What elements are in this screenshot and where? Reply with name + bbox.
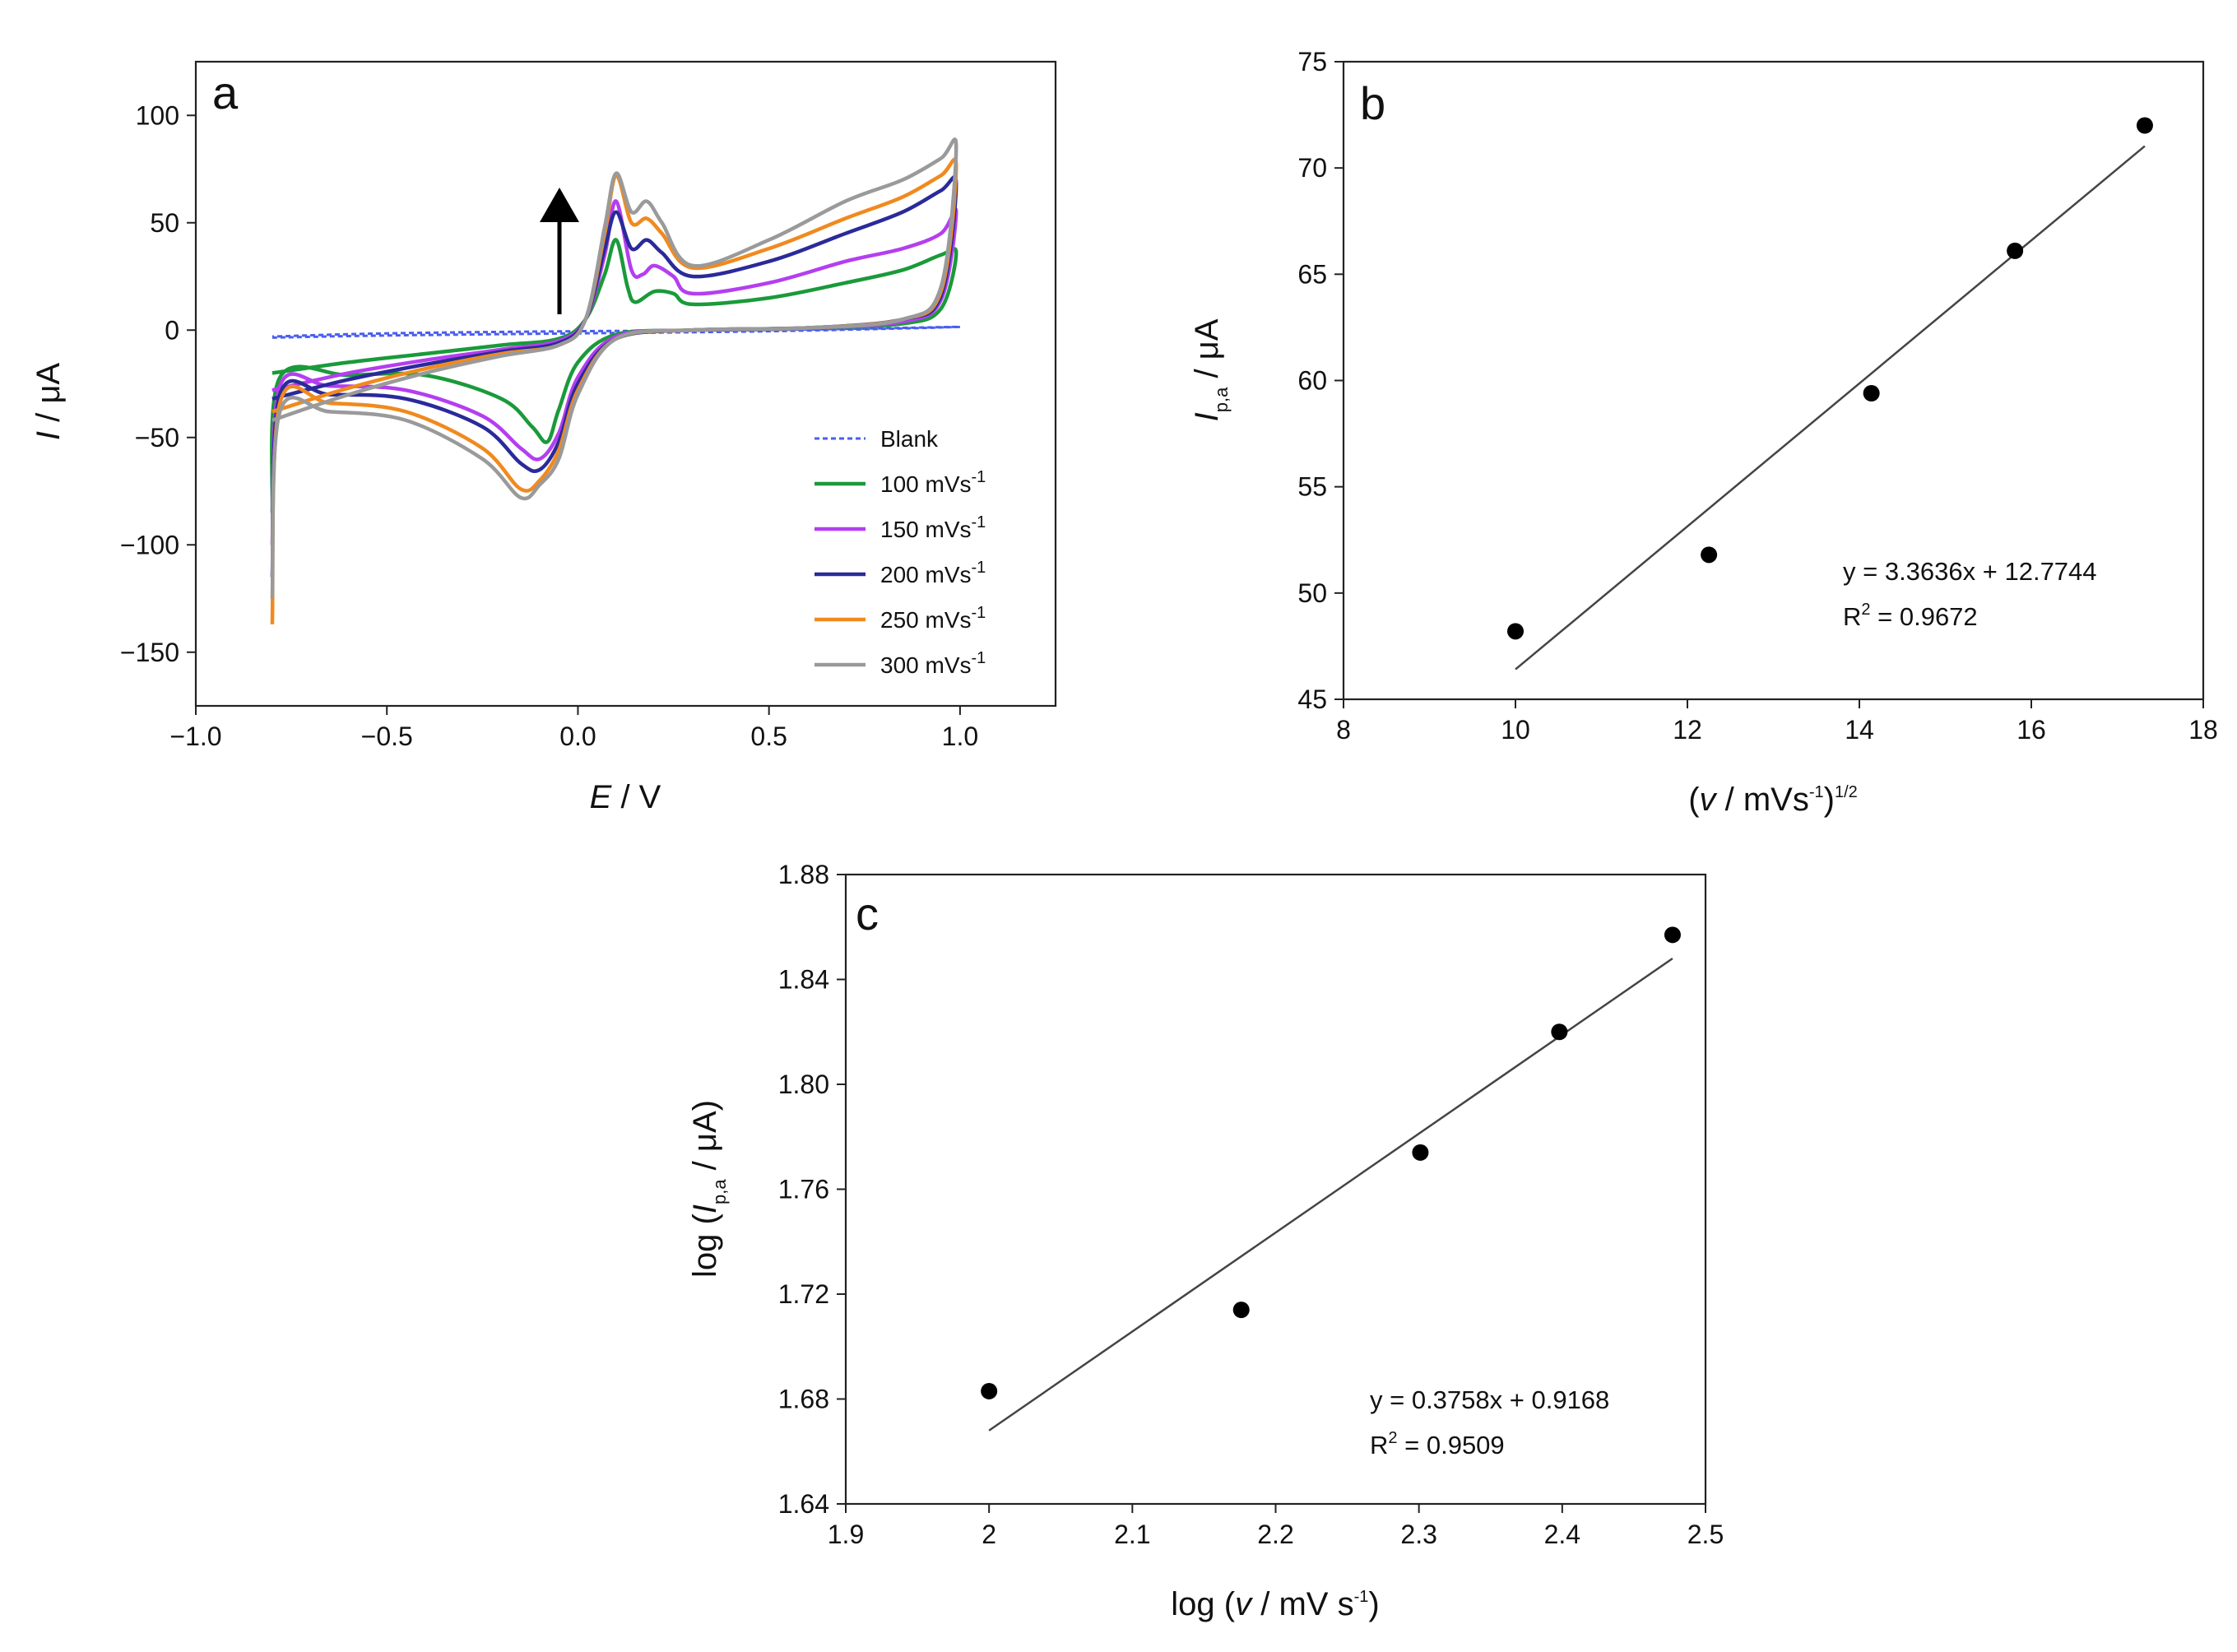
cv-curve-3 [270,174,958,578]
panel-c-xtick-label: 1.9 [828,1520,864,1549]
panel-a-xtick-label: −0.5 [361,722,413,751]
panel-c: c 1.9 2 2.1 2.2 2.3 2.4 2.5 1.64 1.68 1.72 1.76 1.8… [687,860,1724,1622]
panel-c-xtick-label: 2.1 [1114,1520,1150,1549]
panel-b-point [1863,385,1880,401]
panel-c-equation: y = 0.3758x + 0.9168 [1370,1385,1609,1414]
panel-a-ytick-label: −100 [120,530,179,559]
panel-b-ylabel: Ip,a / μA [1189,318,1232,421]
panel-b: b 8 10 12 14 16 18 45 50 55 60 65 70 75 y = 3.3636x … [1189,47,2218,818]
panel-a-ylabel: I / μA [30,363,67,441]
panel-a-xlabel: E / V [590,779,661,815]
panel-c-axes: 1.9 2 2.1 2.2 2.3 2.4 2.5 1.64 1.68 1.72 1.76 1.80 1… [778,860,1724,1549]
panel-c-ytick-label: 1.88 [778,860,829,889]
panel-a-ytick-label: 0 [165,315,179,345]
panel-b-point [1701,546,1718,564]
panel-a-xtick-label: 0.0 [559,722,596,751]
legend-label-0: Blank [880,426,939,452]
panel-a-xtick-label: −1.0 [169,722,221,751]
cv-curve-1 [270,238,958,513]
panel-b-xtick-label: 12 [1673,715,1702,745]
panel-b-fit-line [1515,145,2146,671]
legend-label-4: 250 mVs-1 [880,604,986,633]
panel-b-xtick-label: 16 [2017,715,2046,745]
panel-b-letter: b [1360,77,1385,129]
cv-curve-0 [272,325,962,339]
panel-a-ytick-label: −50 [135,423,179,452]
panel-b-ytick-label: 65 [1297,259,1327,289]
panel-b-ytick-label: 50 [1297,578,1327,608]
panel-b-xtick-label: 10 [1501,715,1530,745]
panel-c-xlabel: log (v / mV s-1) [1171,1586,1379,1622]
panel-b-ytick-label: 70 [1297,153,1327,183]
panel-c-ylabel: log (Ip,a / μA) [687,1100,730,1278]
panel-c-xtick-label: 2.4 [1544,1520,1580,1549]
panel-c-ytick-label: 1.68 [778,1385,829,1414]
panel-b-equation: y = 3.3636x + 12.7744 [1843,557,2097,586]
panel-c-xtick-label: 2 [982,1520,996,1549]
panel-b-ytick-label: 55 [1297,472,1327,502]
legend-label-5: 300 mVs-1 [880,649,986,678]
panel-c-ytick-label: 1.76 [778,1175,829,1204]
panel-a-ytick-label: 100 [136,100,179,130]
panel-c-xtick-label: 2.5 [1687,1520,1724,1549]
panel-a-axes: −1.0 −0.5 0.0 0.5 1.0 −150 −100 −50 0 50 100 [120,100,978,751]
panel-a-xtick-label: 0.5 [750,722,787,751]
panel-c-ytick-label: 1.84 [778,965,829,995]
panel-b-plot [1507,117,2153,671]
panel-b-point [2007,242,2024,259]
panel-a-arrow [540,188,579,314]
panel-b-r2: R2 = 0.9672 [1843,601,1978,631]
panel-c-ytick-label: 1.64 [778,1489,829,1519]
panel-c-xtick-label: 2.2 [1257,1520,1293,1549]
panel-b-point [1507,623,1524,640]
panel-c-r2: R2 = 0.9509 [1370,1429,1505,1459]
panel-c-letter: c [856,888,879,940]
panel-b-point [2136,117,2153,134]
legend-label-1: 100 mVs-1 [880,468,986,497]
panel-c-point [1412,1144,1429,1161]
panel-b-xtick-label: 8 [1336,715,1351,745]
panel-b-axes: 8 10 12 14 16 18 45 50 55 60 65 70 75 [1297,47,2217,745]
panel-c-xtick-label: 2.3 [1400,1520,1436,1549]
panel-c-ytick-label: 1.80 [778,1070,829,1099]
panel-a-frame [194,60,1057,708]
panel-b-frame [1342,60,2205,701]
legend-label-2: 150 mVs-1 [880,513,986,542]
panel-a-legend: Blank 100 mVs-1 150 mVs-1 200 mVs-1 250 mVs-… [815,426,986,678]
panel-b-xlabel: (v / mVs-1)1/2 [1688,782,1858,818]
panel-c-point [981,1382,998,1399]
panel-a-curves [270,137,962,624]
panel-c-ytick-label: 1.72 [778,1279,829,1309]
panel-a-ytick-label: 50 [150,208,179,238]
panel-a-ytick-label: −150 [120,638,179,667]
panel-b-xtick-label: 18 [2188,715,2218,745]
cv-curve-5 [270,137,958,599]
panel-a-xtick-label: 1.0 [942,722,978,751]
panel-b-xtick-label: 14 [1845,715,1874,745]
panel-b-ytick-label: 75 [1297,47,1327,77]
panel-a-letter: a [212,67,239,118]
panel-a: a −1.0 −0.5 0.0 0.5 1.0 −150 −100 −50 0 50 100 Bla… [30,60,1057,815]
panel-c-point [1551,1023,1568,1041]
panel-c-point [1232,1302,1250,1319]
panel-c-fit-line [988,957,1673,1432]
arrow-up-icon [540,188,579,222]
panel-c-plot [981,926,1681,1432]
panel-c-point [1664,926,1681,944]
panel-b-ytick-label: 60 [1297,366,1327,396]
panel-b-ytick-label: 45 [1297,684,1327,714]
legend-label-3: 200 mVs-1 [880,559,986,587]
